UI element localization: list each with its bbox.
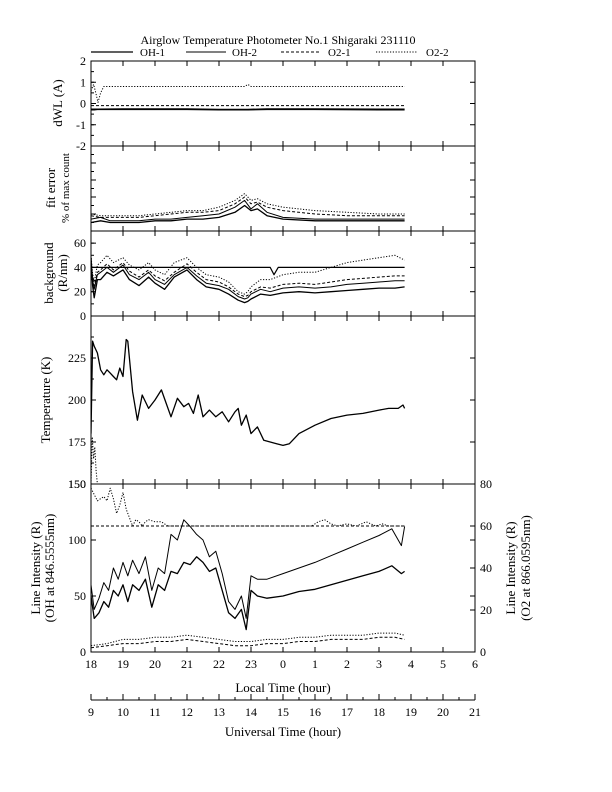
universal-time-tick-label: 16 bbox=[309, 705, 321, 719]
local-time-tick-label: 4 bbox=[408, 657, 414, 671]
panel-dwl: 2 1 0 -1 -2 dWL (A) bbox=[50, 54, 476, 153]
series-intensity-o2-2 bbox=[91, 487, 405, 527]
y-axis-label2-fiterr: % of max count bbox=[60, 153, 72, 223]
y-tick-label-intensity: 150 bbox=[68, 477, 86, 491]
y-tick-label-background: 60 bbox=[74, 236, 86, 250]
y-tick-label-temperature: 225 bbox=[68, 351, 86, 365]
series-fiterr-oh-1 bbox=[91, 204, 405, 224]
y-tick-label-background: 0 bbox=[80, 309, 86, 323]
y2-tick-label-intensity: 60 bbox=[480, 519, 492, 533]
series-background-o2-1 bbox=[91, 258, 405, 298]
y2-axis-label2-intensity: (O2 at 866.0595nm) bbox=[518, 515, 533, 621]
y-tick-label-dwl: -1 bbox=[76, 118, 86, 132]
panel-frame-intensity bbox=[90, 483, 476, 653]
y2-tick-label-intensity: 40 bbox=[480, 561, 492, 575]
local-time-tick-label: 2 bbox=[344, 657, 350, 671]
panel-background: 60 40 20 0 background (R/nm) bbox=[41, 230, 476, 323]
y2-tick-label-intensity: 20 bbox=[480, 603, 492, 617]
local-time-tick-label: 19 bbox=[117, 657, 129, 671]
universal-time-tick-label: 14 bbox=[245, 705, 257, 719]
local-time-tick-label: 21 bbox=[181, 657, 193, 671]
y2-tick-label-intensity: 0 bbox=[480, 645, 486, 659]
chart-title: Airglow Temperature Photometer No.1 Shig… bbox=[140, 33, 415, 47]
y-axis-label-dwl: dWL (A) bbox=[50, 79, 65, 127]
universal-time-tick-label: 21 bbox=[469, 705, 481, 719]
y-tick-label-temperature: 150 bbox=[68, 477, 86, 491]
y-tick-label-dwl: 0 bbox=[80, 97, 86, 111]
series-intensity-oh-2 bbox=[91, 519, 406, 619]
series-temperature-o2-2 bbox=[91, 436, 98, 484]
universal-time-tick-label: 12 bbox=[181, 705, 193, 719]
universal-time-tick-label: 18 bbox=[373, 705, 385, 719]
local-time-axis-label: Local Time (hour) bbox=[235, 680, 330, 695]
local-time-tick-label: 23 bbox=[245, 657, 257, 671]
chart-panels: 2 1 0 -1 -2 dWL (A) fit error% of max count 60 4… bbox=[28, 54, 533, 659]
local-time-tick-label: 1 bbox=[312, 657, 318, 671]
y-tick-label-intensity: 100 bbox=[68, 533, 86, 547]
universal-time-tick-label: 9 bbox=[88, 705, 94, 719]
series-background-oh-2 bbox=[91, 261, 405, 300]
y-tick-label-intensity: 50 bbox=[74, 589, 86, 603]
y2-axis-label-intensity: Line Intensity (R) bbox=[503, 521, 518, 614]
local-time-tick-label: 20 bbox=[149, 657, 161, 671]
series-fiterr-o2-2 bbox=[91, 193, 405, 217]
y-tick-label-dwl: 2 bbox=[80, 54, 86, 68]
legend-label-o2-2: O2-2 bbox=[426, 47, 449, 59]
local-time-tick-label: 0 bbox=[280, 657, 286, 671]
series-background-o2-2 bbox=[91, 254, 405, 295]
y-axis-label-fiterr: fit error bbox=[43, 167, 58, 208]
local-time-tick-label: 18 bbox=[85, 657, 97, 671]
y-tick-label-temperature: 200 bbox=[68, 393, 86, 407]
series-dwl-o2-2 bbox=[91, 83, 405, 103]
universal-time-tick-label: 19 bbox=[405, 705, 417, 719]
y-tick-label-temperature: 175 bbox=[68, 435, 86, 449]
legend-label-o2-1: O2-1 bbox=[328, 47, 351, 59]
y-tick-label-intensity: 0 bbox=[80, 645, 86, 659]
universal-time-tick-label: 20 bbox=[437, 705, 449, 719]
y-tick-label-background: 20 bbox=[74, 285, 86, 299]
universal-time-tick-label: 11 bbox=[149, 705, 161, 719]
local-time-tick-label: 5 bbox=[440, 657, 446, 671]
panel-frame-dwl bbox=[90, 60, 476, 147]
series-fiterr-o2-1 bbox=[91, 196, 405, 218]
y-tick-label-dwl: -2 bbox=[76, 139, 86, 153]
series-intensity-oh-1 bbox=[91, 556, 405, 631]
universal-time-tick-label: 10 bbox=[117, 705, 129, 719]
y-tick-label-dwl: 1 bbox=[80, 75, 86, 89]
series-background-reference bbox=[91, 266, 405, 276]
panel-frame-background bbox=[90, 230, 476, 317]
local-time-tick-label: 6 bbox=[472, 657, 478, 671]
y2-tick-label-intensity: 80 bbox=[480, 477, 492, 491]
y-axis-label-intensity: Line Intensity (R) bbox=[28, 521, 43, 614]
panel-frame-temperature bbox=[90, 315, 476, 485]
series-intensity-o2-2 bbox=[91, 632, 405, 647]
y-axis-label-temperature: Temperature (K) bbox=[38, 357, 53, 444]
local-time-tick-label: 3 bbox=[376, 657, 382, 671]
universal-time-tick-label: 13 bbox=[213, 705, 225, 719]
y-axis-label2-background: (R/nm) bbox=[55, 254, 70, 292]
universal-time-tick-label: 15 bbox=[277, 705, 289, 719]
series-background-oh-1 bbox=[91, 257, 405, 304]
series-fiterr-oh-2 bbox=[91, 199, 405, 222]
y-tick-label-background: 40 bbox=[74, 260, 86, 274]
universal-time-tick-label: 17 bbox=[341, 705, 353, 719]
y-axis-label2-intensity: (OH at 846.5555nm) bbox=[42, 514, 57, 623]
panel-temperature: 225 200 175 150 Temperature (K) bbox=[38, 315, 476, 491]
panel-fiterr: fit error% of max count bbox=[43, 145, 476, 232]
panel-frame-fiterr bbox=[90, 145, 476, 232]
legend-label-oh-2: OH-2 bbox=[232, 47, 257, 59]
legend: OH-1 OH-2 O2-1 O2-2 bbox=[91, 47, 449, 59]
local-time-tick-label: 22 bbox=[213, 657, 225, 671]
series-intensity-o2-1 bbox=[91, 636, 405, 649]
legend-label-oh-1: OH-1 bbox=[140, 47, 165, 59]
series-temperature-oh-1 bbox=[91, 338, 406, 447]
universal-time-axis-label: Universal Time (hour) bbox=[225, 724, 341, 739]
y-axis-label-background: background bbox=[41, 242, 56, 304]
